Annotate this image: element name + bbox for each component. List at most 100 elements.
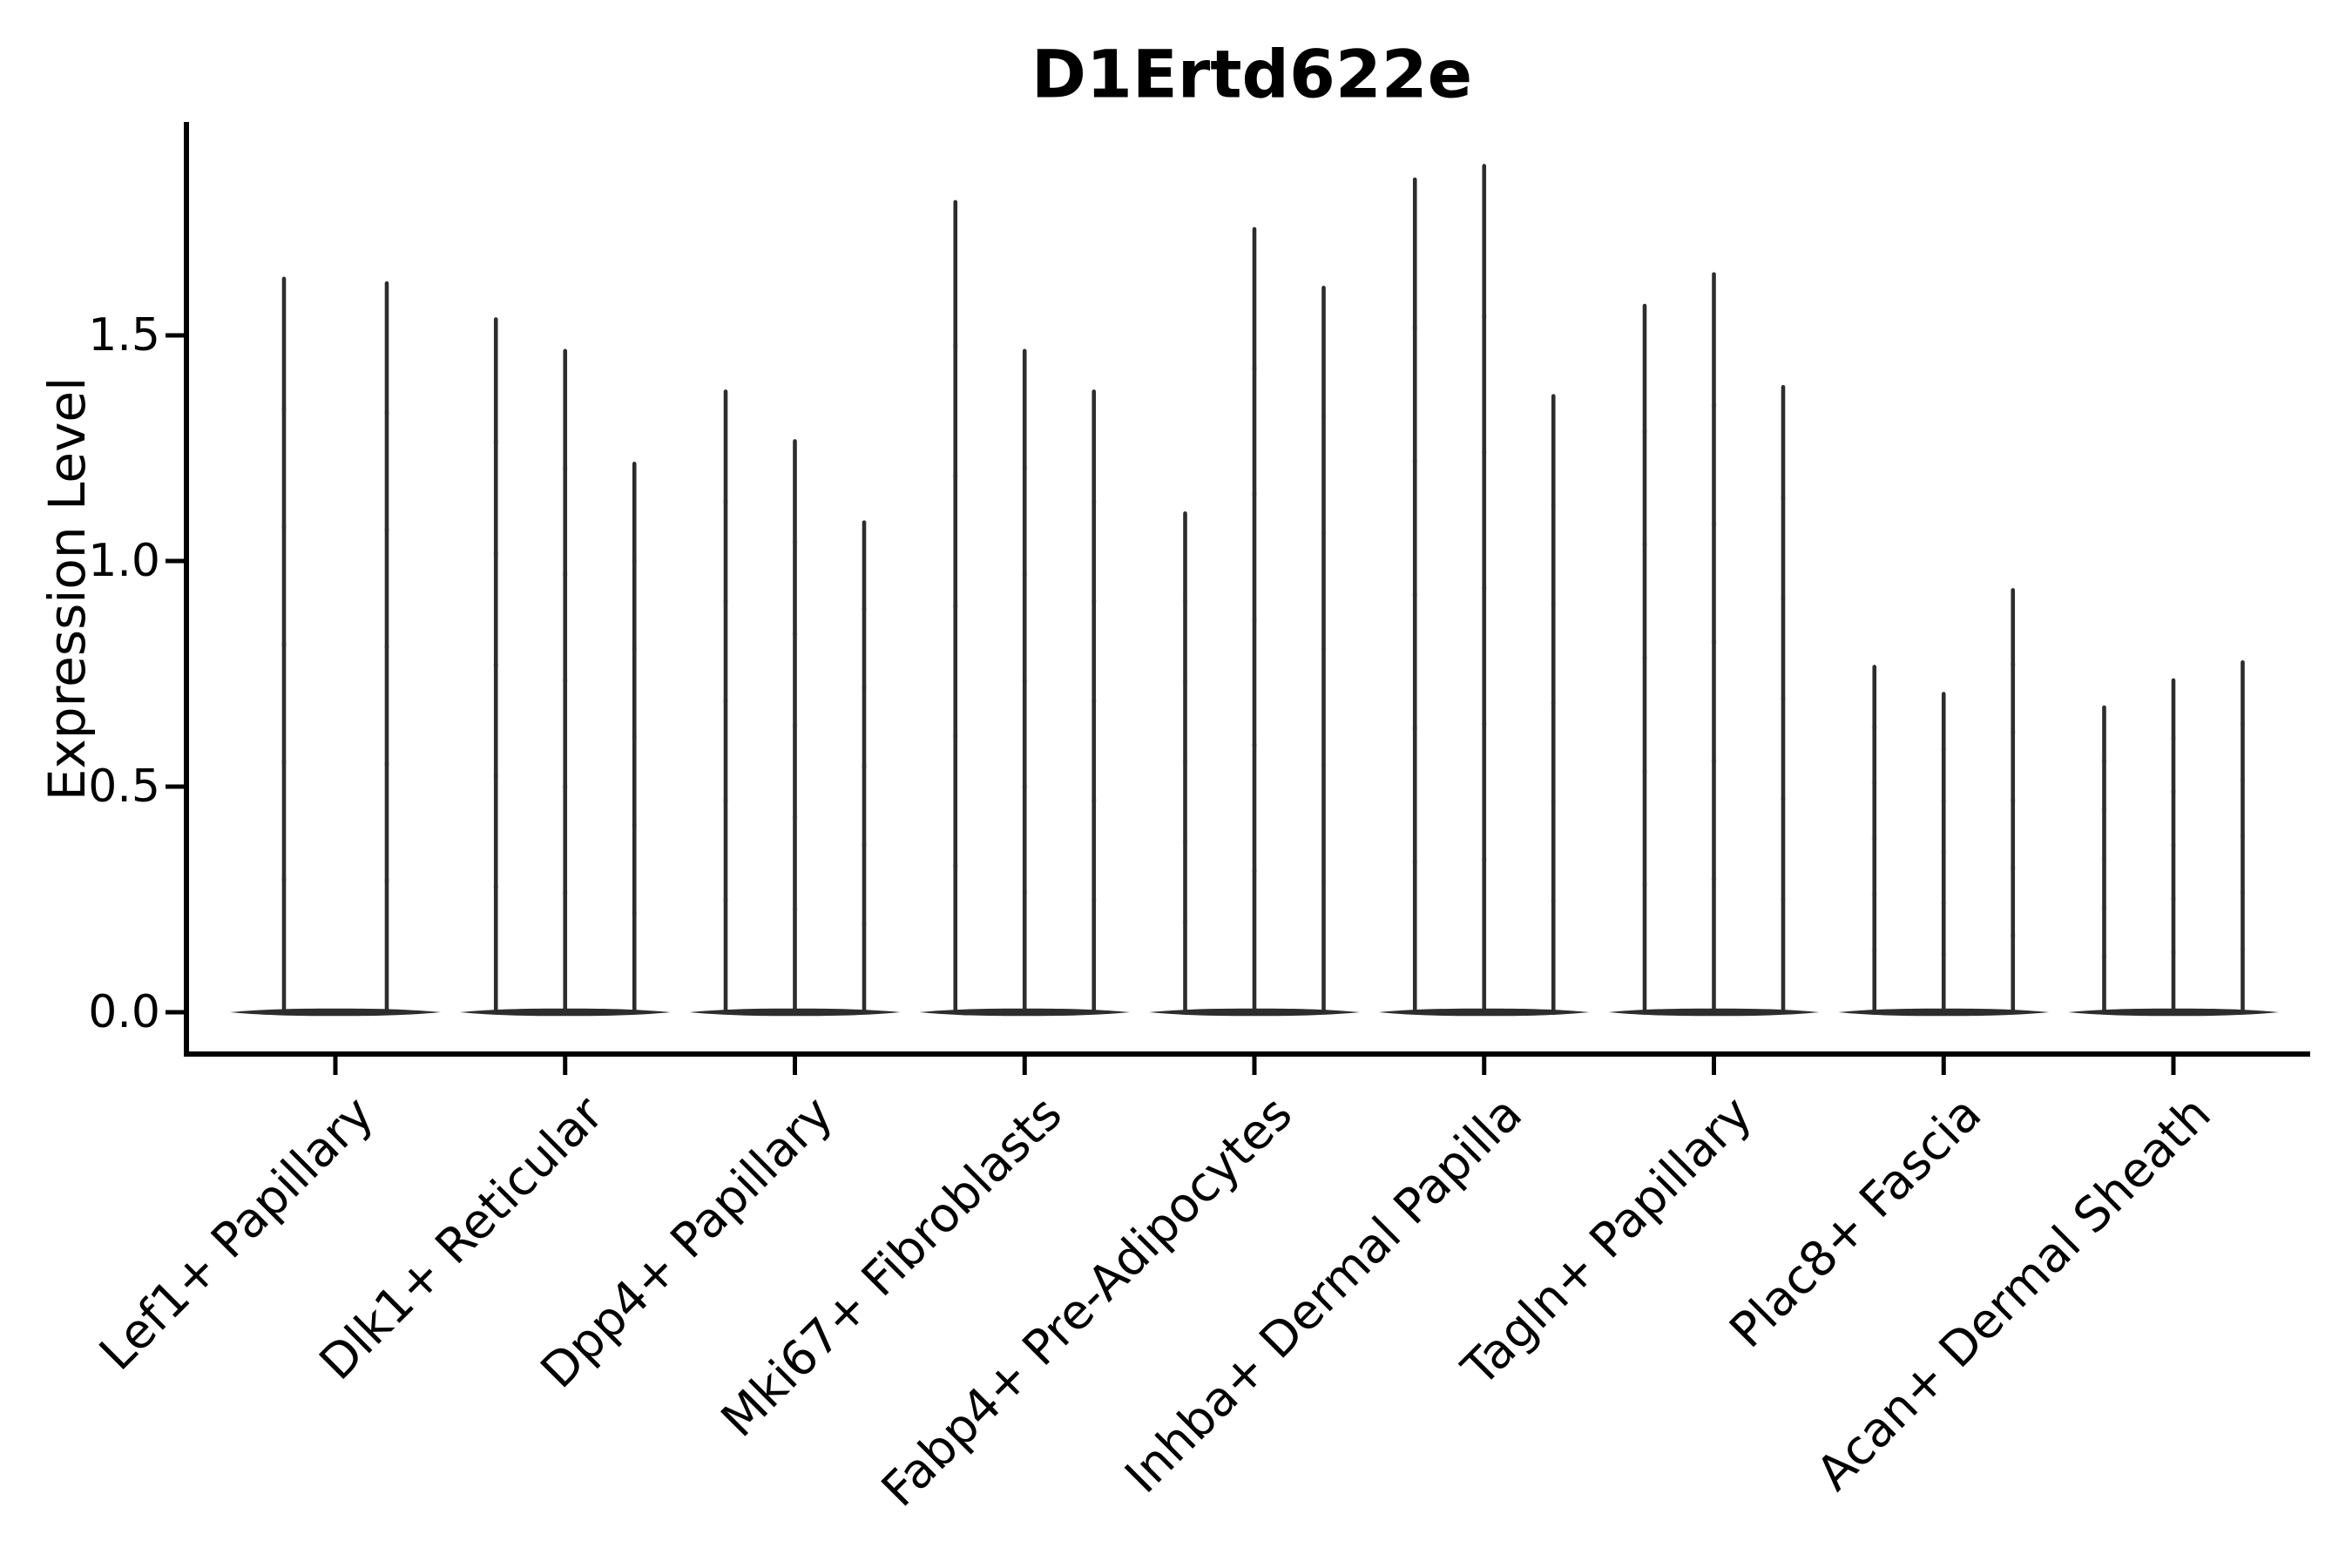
- cell-dot: [722, 897, 729, 903]
- cell-dot: [1091, 598, 1097, 605]
- violin-spike: [2240, 659, 2245, 1012]
- cell-dot: [2170, 788, 2177, 795]
- cell-dot: [493, 773, 499, 779]
- cell-dot: [952, 603, 958, 609]
- violin-spike: [2102, 705, 2106, 1012]
- cell-dot: [1780, 896, 1787, 902]
- cell-dot: [792, 539, 798, 545]
- cell-dot: [2101, 855, 2107, 862]
- violin-spike: [1712, 272, 1716, 1013]
- cell-dot: [1412, 859, 1418, 865]
- cell-dot: [1780, 495, 1787, 501]
- cell-dot: [792, 631, 798, 638]
- cell-dot: [1251, 742, 1258, 748]
- cell-dot: [1551, 502, 1557, 509]
- x-tick: [333, 1057, 338, 1075]
- cell-dot: [1481, 585, 1487, 591]
- cell-dot: [1711, 402, 1717, 409]
- cell-dot: [632, 558, 638, 564]
- cell-dot: [952, 343, 958, 349]
- y-tick: [166, 558, 184, 564]
- cell-dot: [1251, 365, 1258, 372]
- cell-dot: [1711, 757, 1717, 764]
- cell-dot: [1412, 458, 1418, 464]
- cell-dot: [1022, 678, 1028, 684]
- cell-dot: [1711, 521, 1717, 527]
- cell-dot: [2240, 777, 2246, 783]
- chart-title: D1Ertd622e: [1031, 35, 1473, 113]
- cell-dot: [2170, 842, 2177, 848]
- cell-dot: [1941, 951, 1947, 957]
- x-tick: [793, 1057, 797, 1075]
- cell-dot: [2240, 720, 2246, 727]
- cell-dot: [1251, 617, 1258, 623]
- cell-dot: [1412, 591, 1418, 598]
- cell-dot: [493, 884, 499, 890]
- cell-dot: [562, 571, 568, 578]
- cell-dot: [861, 763, 868, 769]
- y-tick-label: 1.0: [88, 535, 160, 587]
- cell-dot: [2010, 933, 2016, 939]
- cell-dot: [1551, 601, 1557, 607]
- cell-dot: [280, 759, 287, 766]
- cell-dot: [1871, 947, 1877, 953]
- cell-dot: [383, 526, 390, 533]
- cell-dot: [280, 876, 287, 883]
- cell-dot: [1711, 639, 1717, 645]
- violin-spike: [281, 276, 287, 1012]
- cell-dot: [1182, 759, 1188, 765]
- y-tick-label: 0.5: [88, 760, 160, 813]
- cell-dot: [2101, 757, 2107, 764]
- cell-dot: [722, 797, 729, 804]
- violin-spike: [1642, 303, 1647, 1012]
- cell-dot: [1941, 798, 1947, 804]
- cell-dot: [280, 641, 287, 648]
- violin-spike: [384, 280, 389, 1013]
- cell-dot: [2101, 905, 2107, 911]
- violin-spike: [1872, 665, 1877, 1012]
- cell-dot: [1182, 919, 1188, 925]
- cell-dot: [280, 406, 287, 412]
- cell-dot: [280, 524, 287, 530]
- cell-dot: [493, 439, 499, 446]
- y-tick-label: 0.0: [88, 986, 160, 1038]
- x-axis-spine: [184, 1051, 2310, 1057]
- cell-dot: [1481, 856, 1487, 862]
- cell-dot: [1251, 490, 1258, 497]
- cell-dot: [792, 722, 798, 729]
- cell-dot: [1871, 780, 1877, 786]
- cell-dot: [1551, 799, 1557, 805]
- cell-dot: [1022, 889, 1028, 896]
- violin-spike: [953, 199, 958, 1013]
- violin-spike: [2171, 678, 2176, 1012]
- violin-spike: [1482, 164, 1487, 1012]
- cell-dot: [632, 733, 638, 740]
- cell-dot: [1780, 795, 1787, 802]
- cell-dot: [2101, 807, 2107, 813]
- cell-dot: [792, 906, 798, 912]
- cell-dot: [2240, 889, 2246, 896]
- cell-dot: [1780, 595, 1787, 601]
- cell-dot: [1022, 465, 1028, 471]
- violin-base: [230, 1008, 441, 1017]
- cell-dot: [1321, 762, 1327, 768]
- cell-dot: [952, 733, 958, 740]
- cell-dot: [2170, 896, 2177, 902]
- cell-dot: [383, 409, 390, 416]
- cell-dot: [1182, 679, 1188, 685]
- cell-dot: [2240, 946, 2246, 952]
- cell-dot: [1321, 645, 1327, 652]
- cell-dot: [861, 605, 868, 612]
- cell-dot: [861, 841, 868, 848]
- cell-dot: [1941, 848, 1947, 855]
- cell-dot: [1641, 542, 1648, 548]
- violin-spike: [1183, 511, 1187, 1012]
- violin-spike: [1252, 226, 1257, 1012]
- y-axis-spine: [184, 122, 189, 1057]
- y-tick: [166, 784, 184, 789]
- cell-dot: [861, 685, 868, 691]
- cell-dot: [383, 877, 390, 884]
- cell-dot: [632, 910, 638, 916]
- cell-dot: [1091, 897, 1097, 903]
- cell-dot: [1551, 700, 1557, 706]
